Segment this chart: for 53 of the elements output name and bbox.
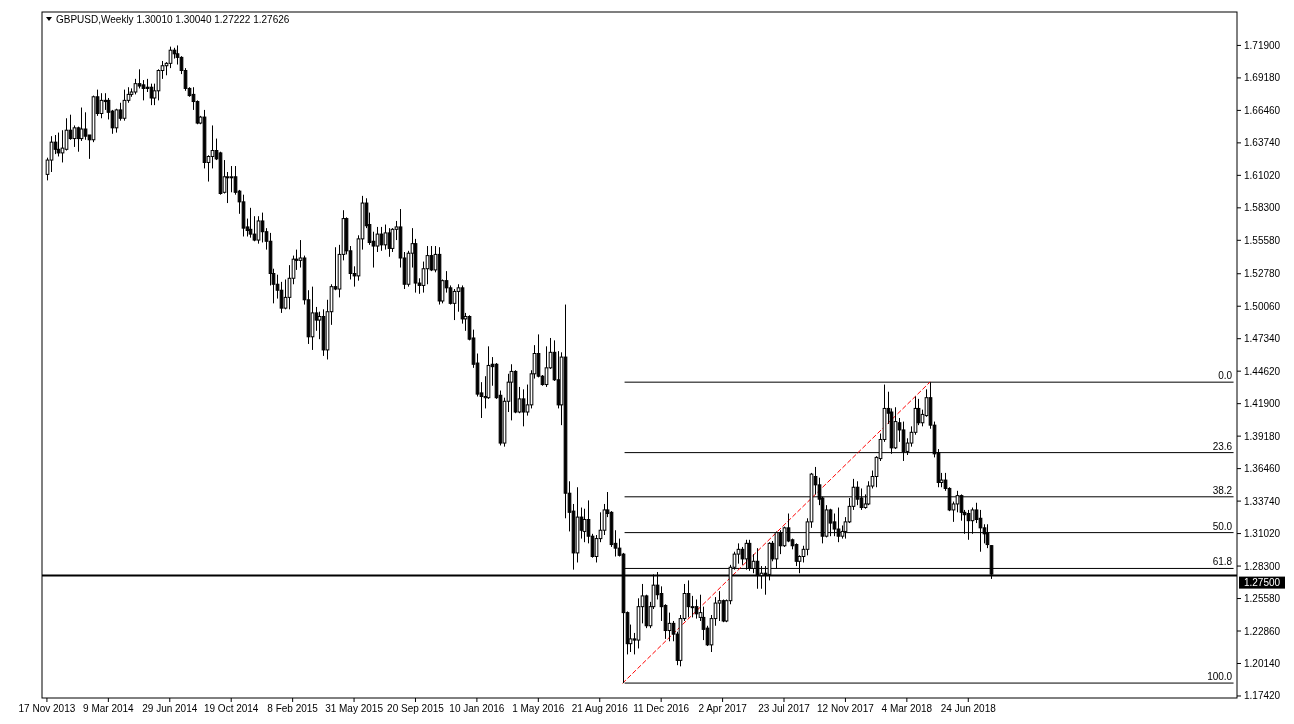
x-tick-label: 9 Mar 2014 — [83, 703, 135, 714]
y-tick-label: 1.39180 — [1244, 430, 1281, 442]
annotation: 0.0 — [1218, 370, 1233, 382]
y-tick-label: 1.28300 — [1244, 560, 1281, 572]
x-tick-label: 19 Oct 2014 — [203, 703, 259, 714]
y-tick-label: 1.33740 — [1244, 495, 1281, 507]
candlestick — [60, 129, 65, 163]
candlestick — [690, 595, 695, 618]
x-tick-label: 20 Sep 2015 — [387, 703, 445, 714]
candlestick — [83, 111, 88, 141]
y-tick-label: 1.71900 — [1244, 39, 1281, 51]
candlestick — [225, 171, 230, 204]
y-tick-label: 1.31020 — [1244, 528, 1281, 540]
annotation: 61.8 — [1212, 556, 1233, 568]
x-tick-label: 29 Jun 2014 — [142, 703, 198, 714]
annotation: 100.0 — [1207, 671, 1233, 683]
y-tick-label: 1.17420 — [1244, 690, 1281, 702]
x-tick-label: 24 Jun 2018 — [940, 703, 997, 714]
candlestick — [56, 132, 61, 157]
y-tick-label: 1.44620 — [1244, 365, 1281, 377]
candlestick — [252, 215, 257, 242]
y-tick-label: 1.20140 — [1244, 657, 1281, 669]
y-tick-label: 1.47340 — [1244, 333, 1281, 345]
y-tick-label: 1.41900 — [1244, 398, 1281, 410]
x-tick-label: 1 May 2016 — [512, 703, 565, 714]
chart-title: GBPUSD,Weekly 1.30010 1.30040 1.27222 1.27626 — [56, 14, 290, 25]
candlestick — [137, 68, 142, 89]
y-tick-label: 1.55580 — [1244, 234, 1281, 246]
annotation: 50.0 — [1212, 520, 1233, 532]
x-tick-label: 21 Aug 2016 — [571, 703, 629, 714]
x-tick-label: 23 Jul 2017 — [758, 703, 811, 714]
annotation: 23.6 — [1212, 440, 1233, 452]
x-tick-label: 12 Nov 2017 — [817, 703, 875, 714]
y-tick-label: 1.63740 — [1244, 137, 1281, 149]
candlestick — [229, 165, 234, 193]
x-tick-label: 17 Nov 2013 — [18, 703, 76, 714]
y-tick-label: 1.36460 — [1244, 463, 1281, 475]
y-tick-label: 1.69180 — [1244, 72, 1281, 84]
y-tick-label: 1.52780 — [1244, 268, 1281, 280]
x-tick-label: 4 Mar 2018 — [881, 703, 933, 714]
x-tick-label: 2 Apr 2017 — [698, 703, 748, 714]
y-tick-label: 1.50060 — [1244, 300, 1281, 312]
y-tick-label: 1.58300 — [1244, 202, 1281, 214]
annotation: 38.2 — [1212, 484, 1233, 496]
ref-line-label: 1.27500 — [1243, 577, 1281, 589]
x-tick-label: 11 Dec 2016 — [633, 703, 690, 714]
y-tick-label: 1.66460 — [1244, 104, 1281, 116]
x-tick-label: 10 Jan 2016 — [449, 703, 505, 714]
x-tick-label: 8 Feb 2015 — [267, 703, 319, 714]
y-tick-label: 1.22860 — [1244, 625, 1281, 637]
x-tick-label: 31 May 2015 — [325, 703, 384, 714]
y-tick-label: 1.25580 — [1244, 593, 1281, 605]
y-tick-label: 1.61020 — [1244, 169, 1281, 181]
